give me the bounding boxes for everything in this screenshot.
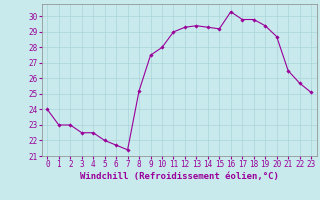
X-axis label: Windchill (Refroidissement éolien,°C): Windchill (Refroidissement éolien,°C) (80, 172, 279, 181)
